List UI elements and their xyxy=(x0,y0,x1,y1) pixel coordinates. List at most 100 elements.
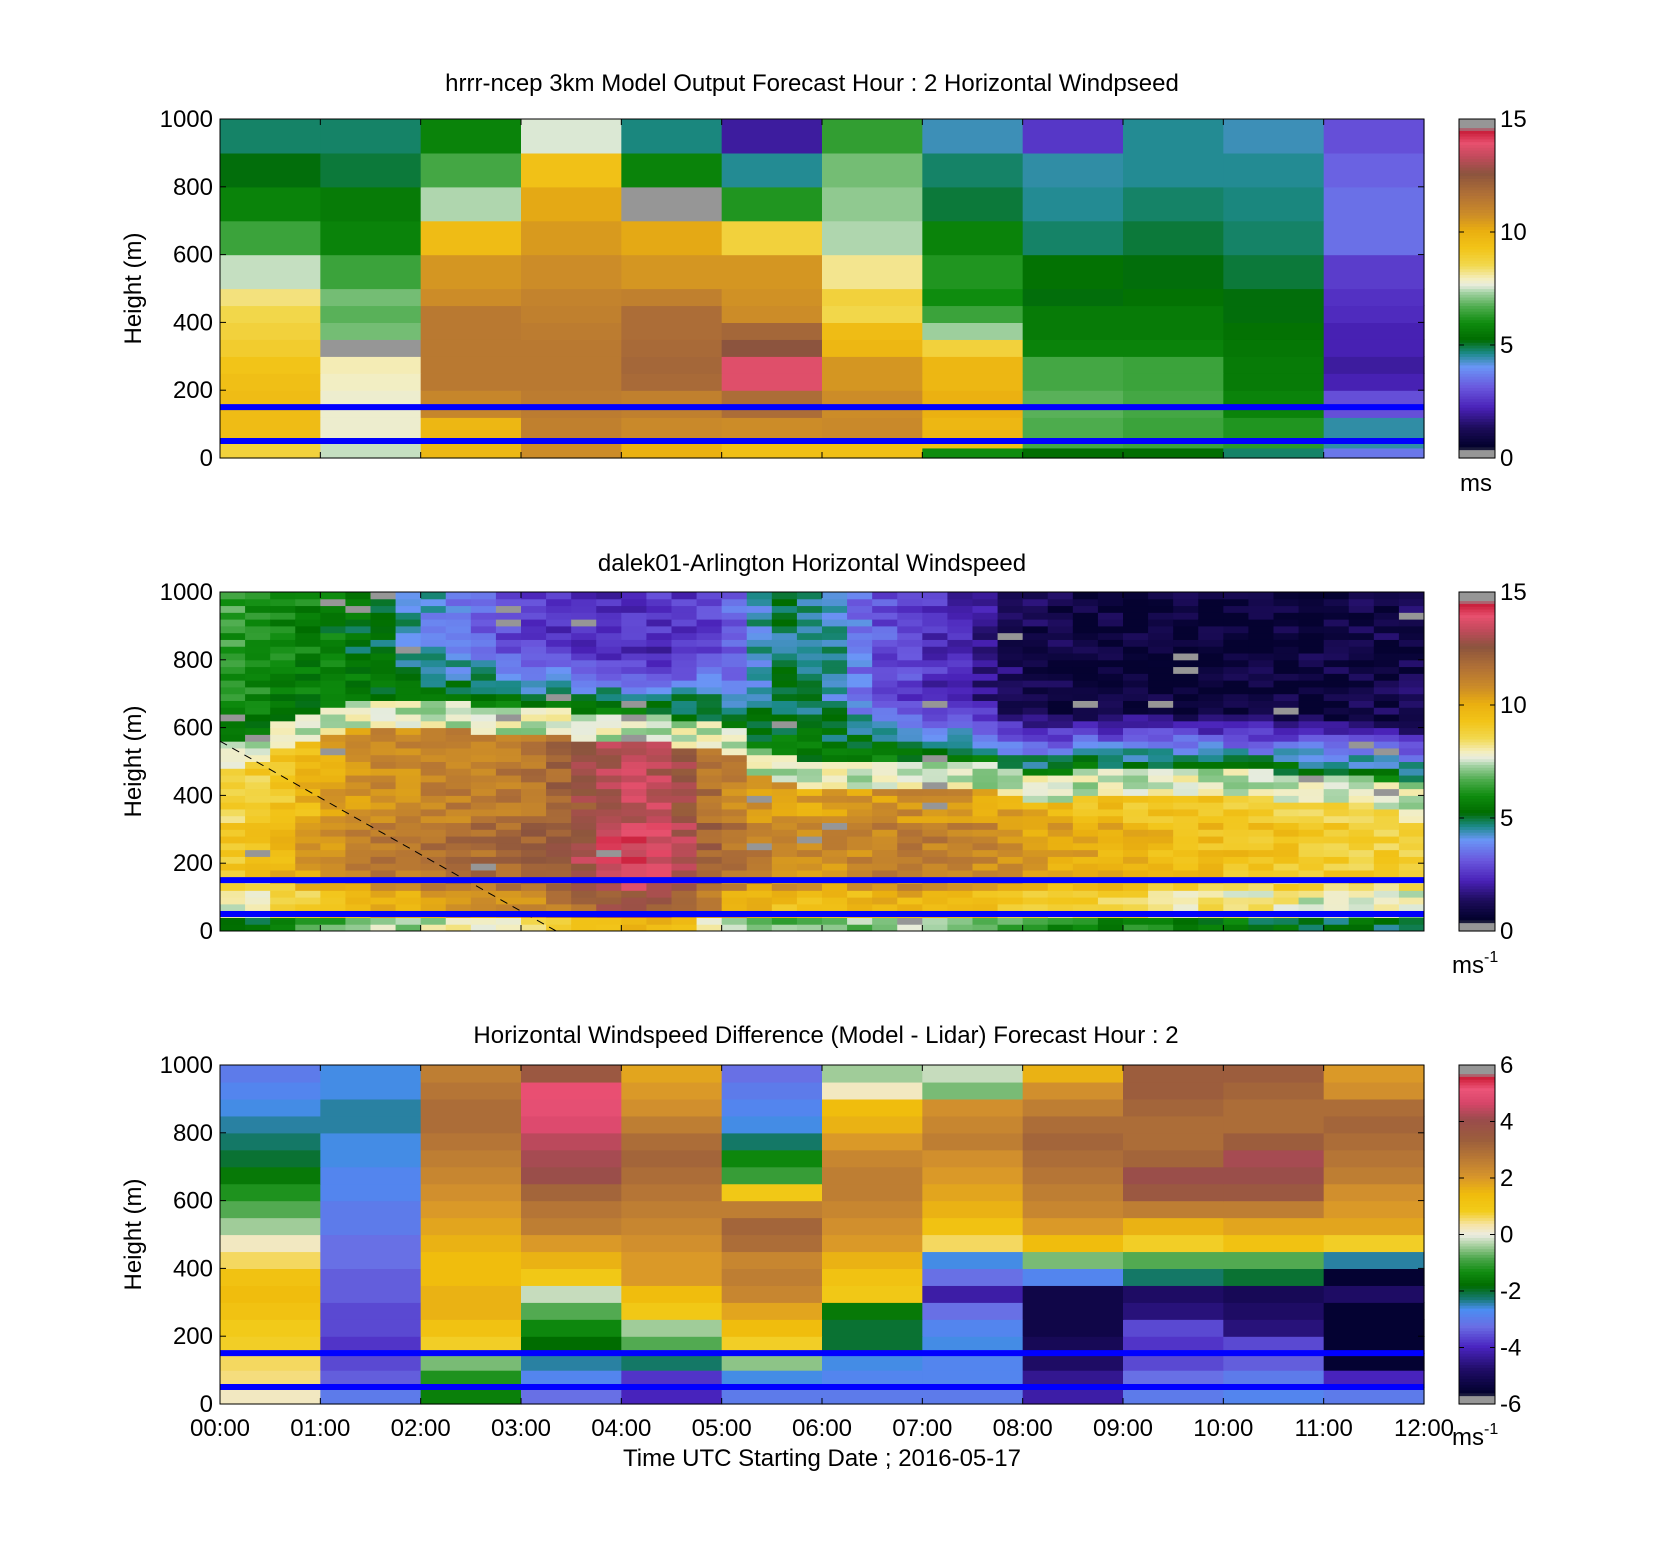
colorbar-tick-label: 4 xyxy=(1500,1109,1513,1136)
heatmap-cell xyxy=(270,822,296,830)
heatmap-cell xyxy=(220,822,246,830)
heatmap-cell xyxy=(771,605,798,613)
heatmap-cell xyxy=(320,653,346,661)
heatmap-cell xyxy=(345,612,371,620)
colorbar-segment xyxy=(1459,291,1495,295)
heatmap-cell xyxy=(621,288,723,307)
heatmap-cell xyxy=(646,741,672,749)
heatmap-cell xyxy=(220,598,246,607)
heatmap-cell xyxy=(822,863,848,871)
heatmap-cell xyxy=(521,822,547,830)
heatmap-cell xyxy=(1223,390,1325,418)
heatmap-cell xyxy=(1173,775,1199,783)
heatmap-cell xyxy=(546,592,572,600)
heatmap-cell xyxy=(972,802,999,810)
heatmap-cell xyxy=(395,700,422,708)
heatmap-cell xyxy=(1323,802,1350,810)
heatmap-cell xyxy=(922,639,948,647)
heatmap-cell xyxy=(771,761,798,769)
heatmap-cell xyxy=(395,869,422,878)
colorbar-segment xyxy=(1459,1172,1495,1176)
heatmap-cell xyxy=(1097,775,1124,783)
heatmap-cell xyxy=(1022,917,1049,925)
heatmap-cell xyxy=(220,700,246,708)
heatmap-cell xyxy=(1323,220,1425,256)
heatmap-cell xyxy=(495,815,522,824)
heatmap-cell xyxy=(295,741,321,749)
heatmap-cell xyxy=(395,924,422,932)
heatmap-cell xyxy=(746,822,773,830)
heatmap-cell xyxy=(1323,356,1425,374)
heatmap-cell xyxy=(395,849,422,857)
heatmap-cell xyxy=(420,356,522,374)
heatmap-cell xyxy=(495,842,522,851)
heatmap-cell xyxy=(1072,639,1099,647)
heatmap-cell xyxy=(445,686,472,695)
heatmap-cell xyxy=(495,795,522,803)
heatmap-cell xyxy=(345,924,371,932)
heatmap-cell xyxy=(295,897,321,905)
heatmap-cell xyxy=(1323,1302,1425,1320)
heatmap-cell xyxy=(646,849,672,857)
heatmap-cell xyxy=(220,747,246,756)
heatmap-cell xyxy=(1248,639,1274,647)
colorbar-segment xyxy=(1459,882,1495,887)
heatmap-cell xyxy=(872,605,898,613)
heatmap-cell xyxy=(1097,592,1124,600)
heatmap-cell xyxy=(1198,890,1224,898)
colorbar-segment xyxy=(1459,603,1495,607)
heatmap-cell xyxy=(721,727,748,735)
heatmap-cell xyxy=(972,734,999,742)
colorbar-segment xyxy=(1459,637,1495,641)
y-tick-label: 600 xyxy=(173,1188,213,1215)
colorbar-segment xyxy=(1459,902,1495,907)
heatmap-cell xyxy=(897,646,923,654)
heatmap-cell xyxy=(696,727,723,735)
heatmap-cell xyxy=(521,707,547,715)
heatmap-cell xyxy=(947,917,973,925)
heatmap-cell xyxy=(721,714,748,722)
colorbar-segment xyxy=(1459,308,1495,312)
heatmap-cell xyxy=(1398,863,1425,871)
heatmap-cell xyxy=(1097,856,1124,864)
heatmap-cell xyxy=(420,1200,522,1219)
heatmap-cell xyxy=(546,700,572,708)
heatmap-cell xyxy=(847,598,873,607)
heatmap-cell xyxy=(445,897,472,905)
colorbar-segment xyxy=(1459,1197,1495,1202)
colorbar-segment xyxy=(1459,1248,1495,1253)
heatmap-cell xyxy=(947,754,973,762)
heatmap-cell xyxy=(1348,673,1375,681)
heatmap-cell xyxy=(370,890,397,898)
heatmap-cell xyxy=(1248,836,1274,844)
heatmap-cell xyxy=(721,288,823,307)
heatmap-cell xyxy=(470,822,497,830)
heatmap-cell xyxy=(420,1115,522,1134)
heatmap-cell xyxy=(571,849,597,857)
heatmap-cell xyxy=(1298,686,1325,695)
heatmap-cell xyxy=(947,808,973,817)
heatmap-cell xyxy=(621,119,723,154)
heatmap-cell xyxy=(1022,1081,1124,1100)
heatmap-cell xyxy=(1198,747,1224,756)
y-tick-label: 200 xyxy=(173,377,213,404)
heatmap-cell xyxy=(897,781,923,790)
colorbar-segment xyxy=(1459,172,1495,177)
heatmap-cell xyxy=(571,720,597,729)
heatmap-cell xyxy=(721,1387,823,1405)
colorbar-segment xyxy=(1459,671,1495,675)
heatmap-cell xyxy=(922,917,948,925)
colorbar-segment xyxy=(1459,209,1495,213)
heatmap-cell xyxy=(220,1149,321,1168)
heatmap-cell xyxy=(721,734,748,742)
colorbar-segment xyxy=(1459,1319,1495,1323)
heatmap-cell xyxy=(1223,447,1325,459)
heatmap-cell xyxy=(1298,625,1325,634)
heatmap-cell xyxy=(345,917,371,925)
colorbar-segment xyxy=(1459,710,1495,715)
heatmap-cell xyxy=(1373,727,1400,735)
heatmap-cell xyxy=(1248,842,1274,851)
heatmap-cell xyxy=(596,903,622,912)
heatmap-cell xyxy=(1273,619,1300,627)
heatmap-cell xyxy=(445,822,472,830)
